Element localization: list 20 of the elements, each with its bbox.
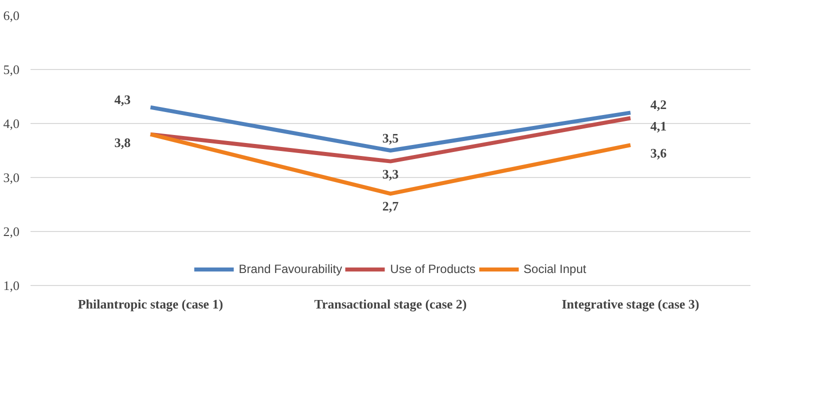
- y-tick-label: 4,0: [3, 116, 20, 131]
- y-tick-label: 5,0: [3, 62, 20, 77]
- y-tick-label: 3,0: [3, 170, 20, 185]
- legend-label: Social Input: [524, 262, 586, 276]
- data-label: 3,8: [114, 134, 132, 150]
- x-tick-label: Transactional stage (case 2): [314, 296, 467, 312]
- data-label: 2,7: [382, 198, 400, 214]
- data-label: 3,5: [382, 130, 400, 146]
- data-label: 4,1: [650, 118, 667, 134]
- data-label: 4,2: [650, 97, 667, 112]
- data-label: 3,6: [650, 146, 668, 161]
- y-tick-label: 6,0: [3, 8, 20, 23]
- y-tick-label: 2,0: [3, 224, 20, 239]
- x-tick-label: Philantropic stage (case 1): [78, 296, 224, 312]
- legend-label: Brand Favourability: [238, 262, 342, 276]
- y-tick-label: 1,0: [3, 278, 20, 293]
- x-tick-label: Integrative stage (case 3): [562, 296, 700, 312]
- data-label: 4,3: [114, 92, 132, 107]
- legend-label: Use of Products: [390, 262, 476, 276]
- data-label: 3,3: [382, 166, 400, 182]
